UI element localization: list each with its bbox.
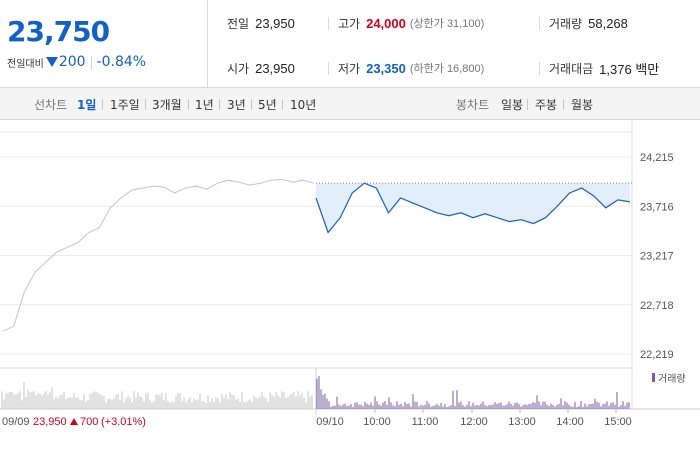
tab-weekly-candle[interactable]: 주봉: [535, 98, 558, 112]
lower-limit: (하한가 16,800): [409, 63, 485, 75]
y-tick-label: 23,217: [640, 251, 674, 263]
x-tick-label: 13:00: [508, 416, 536, 428]
stat-high: 고가 24,000 (상한가 31,100): [338, 14, 484, 32]
intraday-chart: 24,215 23,716 23,217 22,718 22,219 09/10 10:0…: [0, 120, 700, 450]
stat-low: 저가 23,350 (하한가 16,800): [338, 59, 484, 77]
divider: [539, 62, 540, 75]
legend-label: 거래량: [658, 373, 686, 385]
prev-day-line: [2, 178, 315, 332]
stat-value: 23,350: [366, 60, 406, 76]
tab-1w[interactable]: 1주일: [110, 98, 140, 112]
tab-monthly-candle[interactable]: 월봉: [571, 98, 594, 112]
divider: [251, 99, 252, 110]
x-tick-label: 10:00: [363, 416, 391, 428]
change-label: 전일대비: [7, 58, 44, 70]
divider: [527, 99, 528, 110]
divider: [539, 17, 540, 30]
today-line: [315, 182, 631, 234]
tab-5y[interactable]: 5년: [258, 98, 277, 112]
change-amount: 200: [58, 54, 86, 70]
divider: [188, 99, 189, 110]
tab-3y[interactable]: 3년: [227, 98, 246, 112]
tab-1d[interactable]: 1일: [77, 98, 97, 112]
y-tick-label: 22,219: [640, 349, 674, 361]
stat-value: 23,950: [255, 60, 295, 76]
up-arrow-icon: [70, 418, 78, 425]
stat-value: 58,268: [588, 15, 628, 31]
stat-volume: 거래량 58,268: [549, 14, 628, 32]
down-arrow-icon: [45, 57, 58, 67]
prev-change-rate: (+3.01%): [101, 416, 146, 428]
stat-label: 거래량: [549, 16, 583, 31]
stat-value: 1,376 백만: [599, 61, 660, 77]
series-lines: [2, 178, 632, 332]
y-axis-labels: 24,215 23,716 23,217 22,718 22,219: [640, 152, 674, 361]
stat-value: 24,000: [366, 15, 406, 31]
grid: [0, 120, 700, 415]
stat-value: 23,950: [255, 15, 295, 31]
tab-1y[interactable]: 1년: [195, 98, 214, 112]
current-price: 23,750: [7, 15, 110, 48]
prev-close: 23,950: [33, 416, 67, 428]
today-area: [316, 183, 630, 233]
stat-open: 시가 23,950: [227, 59, 295, 77]
x-tick-label: 12:00: [460, 416, 488, 428]
stat-label: 거래대금: [549, 61, 594, 76]
stat-label: 전일: [227, 16, 250, 31]
x-tick-label: 14:00: [556, 416, 584, 428]
x-tick-label: 15:00: [604, 416, 632, 428]
tab-3m[interactable]: 3개월: [152, 98, 182, 112]
divider: [145, 99, 146, 110]
divider: [219, 99, 220, 110]
tab-daily-candle[interactable]: 일봉: [501, 98, 524, 112]
stat-label: 저가: [338, 61, 361, 76]
x-axis-labels: 09/10 10:00 11:00 12:00 13:00 14:00 15:00: [316, 416, 632, 428]
volume-legend: 거래량: [652, 373, 686, 385]
y-tick-label: 22,718: [640, 300, 674, 312]
change-row: 전일대비 200 -0.84%: [7, 54, 146, 70]
y-tick-label: 24,215: [640, 152, 674, 164]
x-tick-label: 11:00: [412, 416, 439, 428]
stat-label: 시가: [227, 61, 250, 76]
divider: [563, 99, 564, 110]
prev-date: 09/09: [2, 416, 30, 428]
quote-header: 23,750 전일대비 200 -0.84% 전일 23,950 시가 23,9…: [0, 0, 700, 88]
chart-canvas: 24,215 23,716 23,217 22,718 22,219 09/10 10:0…: [0, 120, 700, 428]
line-chart-header: 선차트: [34, 98, 68, 112]
tab-10y[interactable]: 10년: [290, 98, 317, 112]
divider: [328, 62, 329, 75]
today-fill: [316, 183, 630, 233]
y-tick-label: 23,716: [640, 201, 674, 213]
change-rate: -0.84%: [96, 54, 147, 70]
stat-label: 고가: [338, 16, 361, 31]
legend-swatch: [652, 373, 655, 382]
stat-prev-close: 전일 23,950: [227, 14, 295, 32]
divider: [90, 55, 92, 69]
prev-change: 700: [80, 416, 98, 428]
x-tick-label: 09/10: [316, 416, 344, 428]
stat-amount: 거래대금 1,376 백만: [549, 59, 659, 77]
divider: [328, 17, 329, 30]
divider: [102, 99, 103, 110]
candle-chart-header: 봉차트: [456, 98, 490, 112]
upper-limit: (상한가 31,100): [409, 18, 485, 30]
prev-day-summary: 09/09 23,950 700 (+3.01%): [2, 416, 146, 428]
price-summary: 23,750 전일대비 200 -0.84%: [0, 0, 208, 88]
volume-bars: [1, 376, 630, 409]
divider: [282, 99, 283, 110]
chart-period-tabs: 선차트 1일 1주일 3개월 1년 3년 5년 10년 봉차트 일봉 주봉 월봉: [0, 88, 700, 120]
